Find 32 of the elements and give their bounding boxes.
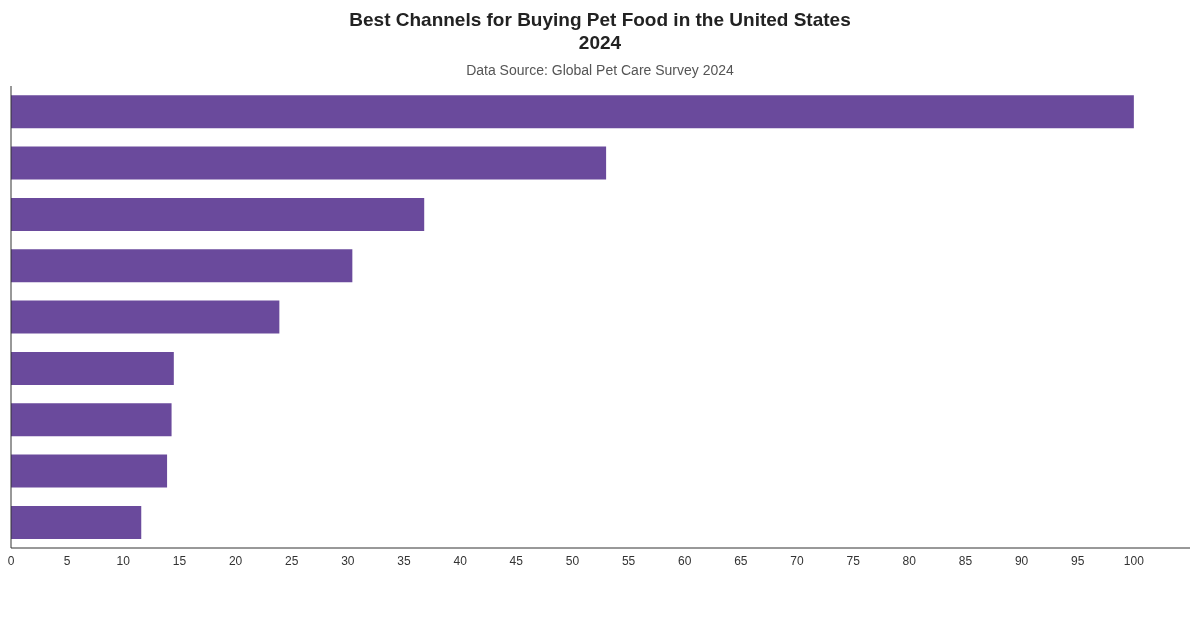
bar [11,454,168,488]
x-tick-label: 10 [116,553,131,568]
x-tick-label: 40 [453,553,468,568]
x-tick-label: 65 [734,553,748,568]
x-tick-label: 5 [63,553,71,568]
x-tick-label: 85 [958,553,973,568]
x-tick-label: 20 [228,553,243,568]
chart-title: Best Channels for Buying Pet Food in the United States 2024 [348,8,852,54]
x-tick-label: 60 [678,553,692,568]
x-tick-label: 25 [285,553,299,568]
x-tick-label: 100 [1123,553,1145,568]
bar [11,95,1134,129]
x-tick-label: 55 [621,553,636,568]
x-tick-label: 90 [1014,553,1029,568]
chart-subtitle: Data Source: Global Pet Care Survey 2024 [465,62,735,78]
x-tick-label: 0 [7,553,15,568]
x-tick-label: 75 [846,553,861,568]
x-tick-label: 95 [1071,553,1085,568]
x-tick-label: 30 [341,553,355,568]
bar [11,249,353,283]
bar [11,146,607,180]
bar [11,300,280,334]
bar [11,197,425,231]
x-tick-label: 80 [902,553,917,568]
x-tick-label: 50 [565,553,580,568]
x-tick-label: 15 [172,553,187,568]
x-tick-label: 45 [509,553,524,568]
bar [11,505,142,539]
bar [11,351,174,385]
x-tick-label: 70 [790,553,804,568]
bar [11,403,172,437]
x-tick-label: 35 [397,553,411,568]
